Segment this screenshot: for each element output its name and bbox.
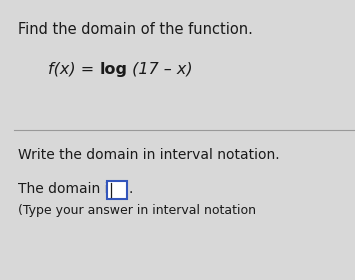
Text: Write the domain in interval notation.: Write the domain in interval notation.	[18, 148, 280, 162]
Text: (Type your answer in interval notation: (Type your answer in interval notation	[18, 204, 256, 217]
Text: f(x) =: f(x) =	[48, 62, 99, 77]
Text: (17 – x): (17 – x)	[127, 62, 193, 77]
Bar	[107, 181, 127, 199]
Text: Find the domain of the function.: Find the domain of the function.	[18, 22, 253, 37]
Text: log: log	[100, 62, 128, 77]
Text: .: .	[128, 182, 132, 196]
Text: The domain is: The domain is	[18, 182, 120, 196]
